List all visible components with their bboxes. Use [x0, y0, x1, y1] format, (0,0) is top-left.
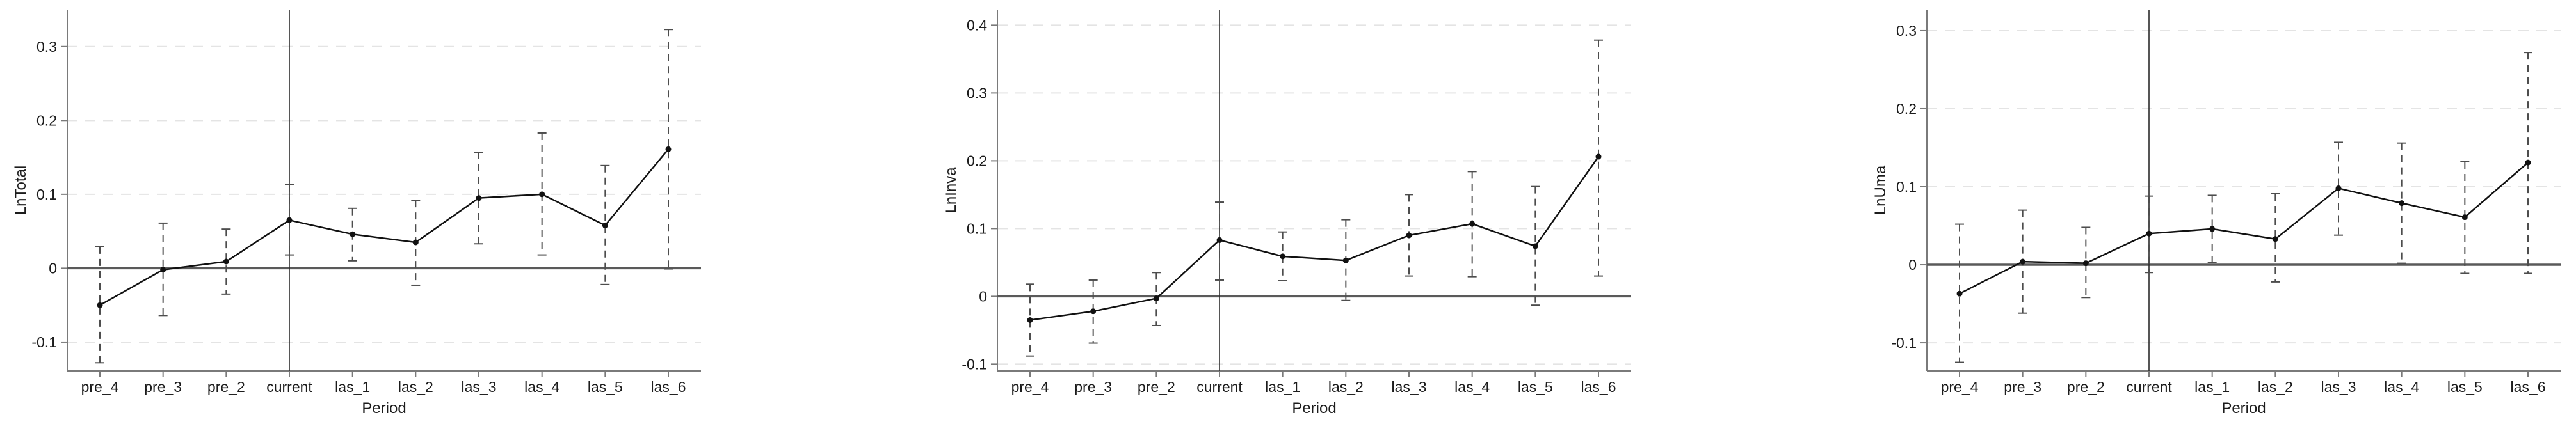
estimate-marker [160, 267, 166, 273]
x-tick-label: las_6 [1581, 379, 1616, 395]
x-tick-label: pre_3 [144, 379, 182, 395]
estimate-marker [2082, 260, 2089, 267]
y-axis-title: LnUma [1872, 165, 1889, 215]
estimate-marker [2272, 236, 2278, 242]
x-tick-label: las_2 [398, 379, 433, 395]
estimate-marker [2525, 159, 2531, 166]
estimate-line [99, 148, 669, 306]
estimate-marker [1153, 295, 1159, 302]
estimate-marker [1956, 290, 1963, 297]
x-tick-label: current [2126, 379, 2172, 395]
chart-panel-lntotal: -0.1 0 0.1 0.2 0.3 pre_4 pre_3 pre_2 current las_… [0, 0, 717, 424]
y-tick-label: 0.1 [36, 186, 57, 203]
y-tick-label: 0.2 [1896, 100, 1917, 117]
y-axis-title: LnTotal [12, 166, 29, 215]
estimate-marker [2335, 185, 2342, 191]
x-tick-label: pre_3 [1074, 379, 1112, 395]
estimate-marker [1216, 237, 1223, 243]
chart-panel-lnuma: -0.1 0 0.1 0.2 0.3 pre_4 pre_3 pre_2 current las_… [1860, 0, 2576, 424]
x-tick-label: las_6 [651, 379, 686, 395]
y-tick-label: 0 [49, 260, 57, 276]
x-tick-label: las_3 [2321, 379, 2356, 395]
estimate-marker [1469, 221, 1476, 227]
x-tick-label: pre_2 [1138, 379, 1175, 395]
y-tick-label: 0.2 [36, 112, 57, 129]
estimate-marker [2020, 258, 2026, 265]
x-tick-label: pre_4 [1941, 379, 1979, 395]
x-tick-label: las_1 [335, 379, 370, 395]
lntotal-chart-svg: -0.1 0 0.1 0.2 0.3 pre_4 pre_3 pre_2 current las_… [12, 10, 701, 417]
estimate-marker [2399, 200, 2405, 207]
y-tick-label: 0.3 [967, 84, 987, 101]
estimate-marker [2146, 230, 2152, 237]
x-tick-label: las_4 [2384, 379, 2419, 395]
estimate-marker [476, 195, 482, 201]
x-tick-label: las_2 [1328, 379, 1364, 395]
y-tick-label: -0.1 [962, 356, 987, 372]
y-tick-label: 0.2 [967, 152, 987, 169]
x-tick-label: current [266, 379, 312, 395]
estimate-marker [665, 146, 672, 152]
y-tick-label: -0.1 [31, 334, 57, 350]
estimate-line [1959, 162, 2529, 295]
x-tick-label: pre_4 [81, 379, 119, 395]
x-axis-title: Period [1292, 400, 1336, 417]
y-tick-label: -0.1 [1891, 334, 1917, 351]
y-tick-label: 0.1 [967, 220, 987, 237]
estimate-marker [286, 217, 293, 223]
estimate-marker [2461, 214, 2468, 221]
estimate-marker [1090, 308, 1097, 315]
y-tick-label: 0.4 [967, 17, 987, 33]
x-tick-label: las_4 [524, 379, 559, 395]
estimate-marker [1406, 232, 1412, 239]
x-tick-label: las_3 [1392, 379, 1427, 395]
lnuma-chart-svg: -0.1 0 0.1 0.2 0.3 pre_4 pre_3 pre_2 current las_… [1872, 10, 2561, 417]
chart-panel-lninva: -0.1 0 0.1 0.2 0.3 0.4 pre_4 pre_3 pre_2 current l… [930, 0, 1647, 424]
estimate-marker [539, 191, 545, 198]
y-tick-label: 0 [1908, 256, 1917, 273]
estimate-marker [1532, 243, 1538, 249]
y-tick-label: 0.1 [1896, 178, 1917, 195]
y-tick-label: 0 [979, 288, 987, 304]
estimate-marker [350, 231, 356, 237]
x-tick-label: las_6 [2511, 379, 2546, 395]
x-tick-label: pre_2 [207, 379, 245, 395]
x-tick-label: las_4 [1454, 379, 1490, 395]
x-tick-label: las_2 [2258, 379, 2293, 395]
estimate-marker [97, 302, 103, 308]
estimate-marker [1027, 317, 1033, 323]
estimate-marker [1342, 257, 1349, 263]
estimate-marker [223, 258, 229, 265]
estimate-marker [1280, 253, 1286, 260]
estimate-marker [412, 239, 419, 246]
lninva-chart-svg: -0.1 0 0.1 0.2 0.3 0.4 pre_4 pre_3 pre_2 current l… [942, 10, 1631, 417]
y-tick-label: 0.3 [1896, 22, 1917, 39]
x-tick-label: pre_2 [2067, 379, 2105, 395]
estimate-line [1029, 156, 1600, 321]
y-axis-title: LnInva [942, 167, 960, 214]
y-tick-label: 0.3 [36, 38, 57, 55]
x-tick-label: las_1 [2194, 379, 2230, 395]
x-tick-label: las_3 [462, 379, 497, 395]
x-tick-label: las_5 [1518, 379, 1553, 395]
x-tick-label: current [1196, 379, 1243, 395]
estimate-marker [602, 222, 608, 228]
x-tick-label: pre_3 [2004, 379, 2041, 395]
x-axis-title: Period [362, 400, 406, 417]
x-tick-label: las_5 [2447, 379, 2483, 395]
x-tick-label: pre_4 [1011, 379, 1049, 395]
x-axis-title: Period [2221, 400, 2266, 417]
x-tick-label: las_5 [588, 379, 623, 395]
x-tick-label: las_1 [1265, 379, 1300, 395]
estimate-marker [1595, 153, 1602, 160]
estimate-marker [2209, 226, 2216, 232]
